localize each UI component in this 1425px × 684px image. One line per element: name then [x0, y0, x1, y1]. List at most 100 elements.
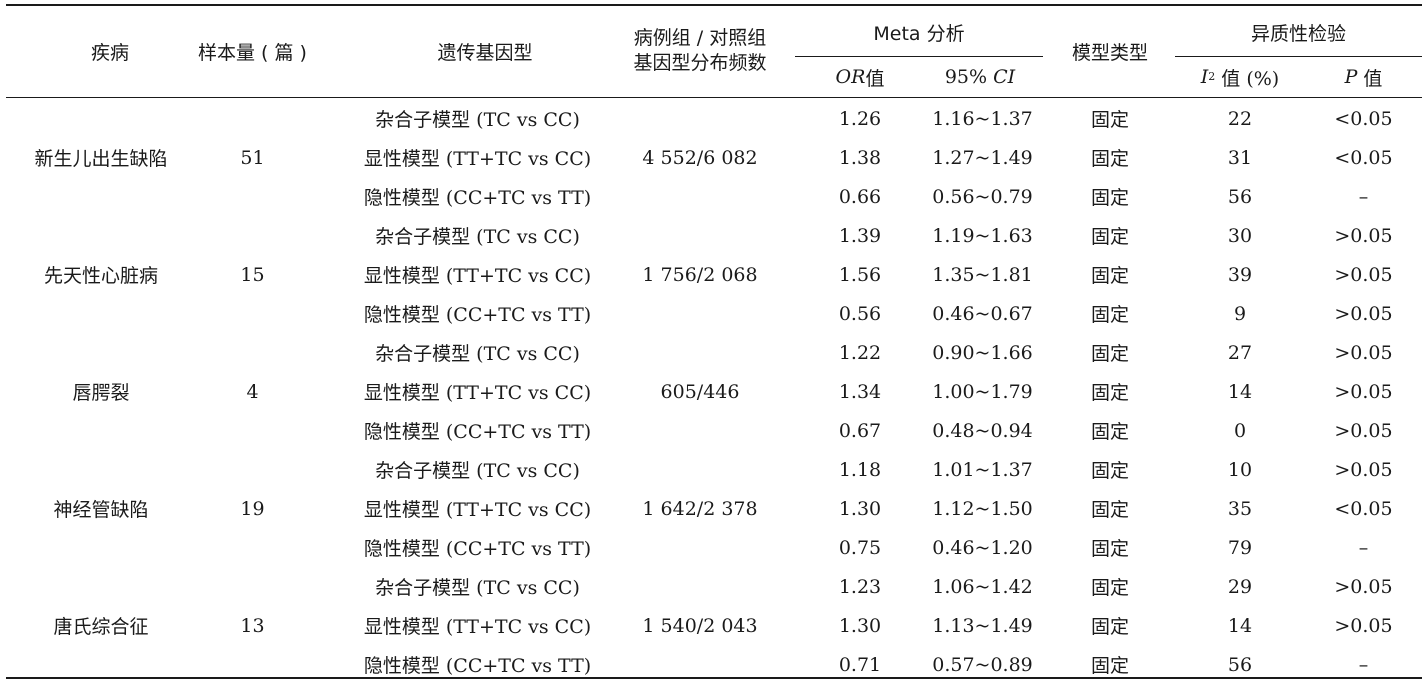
header-genotype-model: 遗传基因型 [437, 41, 533, 64]
header-i2-suffix: 值 (%) [1215, 67, 1280, 90]
p-value: – [1358, 536, 1369, 559]
p-value: >0.05 [1334, 614, 1393, 637]
header-p-italic: P [1344, 66, 1358, 88]
model-type: 固定 [1090, 148, 1129, 170]
ci-value: 0.56~0.79 [932, 185, 1033, 208]
p-value: >0.05 [1334, 419, 1393, 442]
table-bottom-rule [6, 677, 1422, 679]
meta-header-underline [795, 56, 1043, 57]
or-value: 0.66 [838, 185, 882, 208]
header-bottom-rule [6, 97, 1422, 98]
p-value: >0.05 [1334, 341, 1393, 364]
header-meta-analysis: Meta 分析 [873, 22, 965, 45]
p-value: – [1358, 185, 1369, 208]
genotype-model: 显性模型 (TT+TC vs CC) [363, 616, 592, 638]
header-heterogeneity: 异质性检验 [1250, 22, 1346, 45]
or-value: 1.34 [838, 380, 882, 403]
i2-value: 9 [1233, 302, 1247, 325]
or-value: 1.56 [838, 263, 882, 286]
header-or: OR 值 [800, 58, 920, 96]
disease-name: 唐氏综合征 [53, 616, 149, 638]
or-value: 0.56 [838, 302, 882, 325]
genotype-model: 隐性模型 (CC+TC vs TT) [363, 187, 592, 209]
i2-value: 30 [1227, 224, 1253, 247]
i2-value: 14 [1227, 614, 1253, 637]
model-type: 固定 [1090, 655, 1129, 677]
header-sample-size: 样本量 ( 篇 ) [198, 41, 307, 64]
i2-value: 27 [1227, 341, 1253, 364]
i2-value: 22 [1227, 107, 1253, 130]
disease-name: 神经管缺陷 [53, 499, 149, 521]
model-type: 固定 [1090, 538, 1129, 560]
genotype-model: 杂合子模型 (TC vs CC) [375, 109, 580, 131]
header-distribution-line1: 病例组 / 对照组 [633, 27, 767, 49]
i2-value: 39 [1227, 263, 1253, 286]
disease-name: 新生儿出生缺陷 [34, 148, 168, 170]
sample-size: 51 [240, 146, 265, 169]
model-type: 固定 [1090, 265, 1129, 287]
disease-name: 先天性心脏病 [43, 265, 158, 287]
p-value: >0.05 [1334, 224, 1393, 247]
p-value: – [1358, 653, 1369, 676]
model-type: 固定 [1090, 616, 1129, 638]
model-type: 固定 [1090, 226, 1129, 248]
header-or-italic: OR [835, 66, 866, 88]
genotype-distribution: 605/446 [660, 380, 740, 403]
or-value: 1.38 [838, 146, 882, 169]
ci-value: 1.01~1.37 [932, 458, 1033, 481]
genotype-model: 隐性模型 (CC+TC vs TT) [363, 421, 592, 443]
p-value: >0.05 [1334, 380, 1393, 403]
genotype-distribution: 1 540/2 043 [642, 614, 758, 637]
header-disease: 疾病 [90, 41, 129, 64]
header-distribution-line2: 基因型分布频数 [633, 52, 767, 74]
ci-value: 0.48~0.94 [932, 419, 1033, 442]
p-value: <0.05 [1334, 497, 1393, 520]
ci-value: 1.35~1.81 [932, 263, 1033, 286]
header-i2-italic: I [1200, 66, 1209, 88]
genotype-model: 杂合子模型 (TC vs CC) [375, 460, 580, 482]
i2-value: 29 [1227, 575, 1253, 598]
or-value: 0.71 [838, 653, 882, 676]
model-type: 固定 [1090, 109, 1129, 131]
genotype-model: 杂合子模型 (TC vs CC) [375, 577, 580, 599]
sample-size: 4 [246, 380, 259, 403]
ci-value: 1.16~1.37 [932, 107, 1033, 130]
p-value: >0.05 [1334, 458, 1393, 481]
or-value: 1.39 [838, 224, 882, 247]
genotype-model: 杂合子模型 (TC vs CC) [375, 226, 580, 248]
genotype-model: 隐性模型 (CC+TC vs TT) [363, 304, 592, 326]
p-value: >0.05 [1334, 263, 1393, 286]
ci-value: 1.00~1.79 [932, 380, 1033, 403]
or-value: 1.30 [838, 614, 882, 637]
header-p-suffix: 值 [1357, 67, 1383, 90]
table-top-rule [6, 4, 1422, 6]
sample-size: 19 [240, 497, 265, 520]
genotype-model: 隐性模型 (CC+TC vs TT) [363, 538, 592, 560]
model-type: 固定 [1090, 460, 1129, 482]
model-type: 固定 [1090, 577, 1129, 599]
i2-value: 10 [1227, 458, 1253, 481]
ci-value: 1.12~1.50 [932, 497, 1033, 520]
header-distribution: 病例组 / 对照组 基因型分布频数 [600, 6, 800, 96]
or-value: 1.22 [838, 341, 882, 364]
or-value: 1.30 [838, 497, 882, 520]
header-model-type: 模型类型 [1071, 41, 1148, 64]
genotype-distribution: 1 756/2 068 [642, 263, 758, 286]
genotype-model: 显性模型 (TT+TC vs CC) [363, 382, 592, 404]
ci-value: 1.06~1.42 [932, 575, 1033, 598]
model-type: 固定 [1090, 304, 1129, 326]
genotype-model: 杂合子模型 (TC vs CC) [375, 343, 580, 365]
i2-value: 14 [1227, 380, 1253, 403]
p-value: >0.05 [1334, 302, 1393, 325]
ci-value: 0.90~1.66 [932, 341, 1033, 364]
i2-value: 79 [1227, 536, 1253, 559]
ci-value: 0.46~1.20 [932, 536, 1033, 559]
model-type: 固定 [1090, 187, 1129, 209]
i2-value: 0 [1233, 419, 1247, 442]
or-value: 1.26 [838, 107, 882, 130]
i2-value: 31 [1227, 146, 1253, 169]
ci-value: 0.46~0.67 [932, 302, 1033, 325]
i2-value: 56 [1227, 653, 1253, 676]
i2-value: 35 [1227, 497, 1253, 520]
